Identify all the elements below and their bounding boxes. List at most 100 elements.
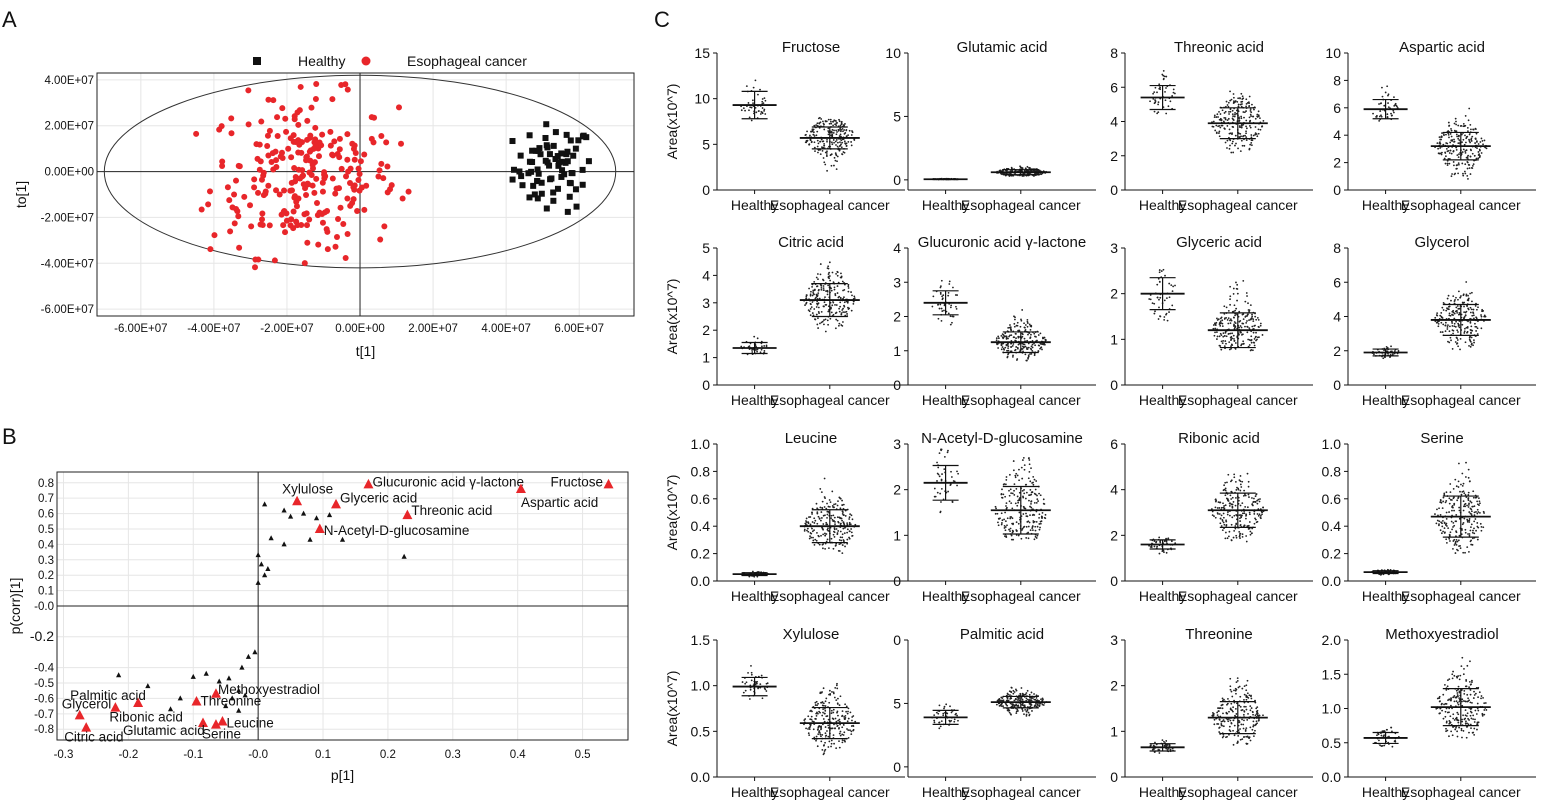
- sample-point: [838, 307, 841, 310]
- y-tick-label: 0.00E+00: [44, 167, 94, 179]
- sample-point: [1034, 529, 1037, 532]
- sample-point: [1005, 703, 1008, 706]
- sample-point: [1216, 319, 1219, 321]
- sample-point: [1471, 543, 1474, 546]
- cancer-point: [288, 154, 295, 161]
- sample-point: [1243, 710, 1246, 712]
- healthy-point: [566, 179, 573, 186]
- sample-point: [1465, 293, 1468, 296]
- sample-point: [1212, 327, 1215, 330]
- sample-point: [827, 284, 830, 287]
- sample-point: [823, 319, 825, 321]
- sample-point: [1226, 702, 1229, 705]
- healthy-point: [543, 121, 550, 128]
- sample-point: [1030, 697, 1033, 699]
- sample-point: [1039, 522, 1042, 525]
- sample-point: [1239, 532, 1241, 535]
- sample-point: [814, 538, 817, 541]
- sample-point: [1250, 134, 1253, 136]
- sample-point: [841, 513, 844, 515]
- cancer-point: [255, 189, 262, 196]
- cancer-point: [344, 156, 351, 163]
- sample-point: [836, 687, 839, 690]
- sample-point: [824, 534, 827, 537]
- sample-point: [824, 318, 827, 321]
- sample-point: [1242, 713, 1245, 716]
- sample-point: [808, 287, 810, 290]
- sample-point: [822, 547, 824, 550]
- sample-point: [1469, 339, 1472, 342]
- sample-point: [1455, 543, 1458, 546]
- sample-point: [1457, 135, 1460, 138]
- sample-point: [821, 527, 824, 530]
- sample-point: [832, 120, 834, 123]
- sample-point: [1219, 501, 1222, 504]
- sample-point: [819, 153, 822, 156]
- sample-point: [1467, 506, 1470, 508]
- sample-point: [1016, 495, 1019, 498]
- sample-point: [831, 518, 834, 521]
- sample-point: [813, 517, 816, 520]
- sample-point: [1158, 306, 1160, 309]
- sample-point: [820, 691, 823, 694]
- y-tick-label: 0.8: [38, 478, 54, 490]
- healthy-point: [570, 152, 577, 159]
- sample-point: [836, 145, 839, 148]
- sample-point: [822, 533, 825, 536]
- sample-point: [824, 296, 826, 299]
- sample-point: [827, 746, 830, 748]
- sample-point: [831, 133, 834, 136]
- sample-point: [1040, 346, 1042, 349]
- sample-point: [1004, 511, 1007, 514]
- sample-point: [1254, 132, 1257, 135]
- sample-point: [756, 337, 759, 340]
- sample-point: [1222, 521, 1225, 524]
- subplot-title: Glucuronic acid γ-lactone: [918, 234, 1086, 251]
- sample-point: [1036, 494, 1038, 497]
- sample-point: [1035, 501, 1038, 504]
- sample-point: [816, 531, 818, 534]
- sample-point: [1168, 311, 1170, 313]
- sample-point: [1025, 699, 1028, 702]
- sample-point: [1216, 512, 1219, 514]
- sample-point: [1010, 346, 1012, 348]
- sample-point: [761, 111, 764, 114]
- sample-point: [1225, 524, 1228, 526]
- sample-point: [847, 134, 850, 137]
- sample-point: [1158, 552, 1161, 555]
- sample-point: [1457, 331, 1459, 333]
- sample-point: [842, 724, 845, 726]
- sample-point: [1012, 343, 1015, 345]
- sample-point: [756, 350, 758, 353]
- sample-point: [808, 516, 810, 518]
- healthy-point: [552, 129, 559, 136]
- sample-point: [950, 711, 953, 714]
- sample-point: [1228, 111, 1230, 113]
- sample-point: [1249, 113, 1252, 116]
- sample-point: [843, 731, 846, 734]
- cancer-point: [329, 151, 336, 158]
- sample-point: [1436, 312, 1439, 315]
- sample-point: [1244, 300, 1247, 303]
- sample-point: [1237, 719, 1240, 722]
- sample-point: [1237, 147, 1239, 150]
- y-tick-label: 0: [1110, 769, 1118, 785]
- sample-point: [1475, 157, 1478, 160]
- sample-point: [1217, 116, 1219, 118]
- y-tick-label: 8: [1110, 45, 1118, 61]
- sample-point: [1442, 133, 1445, 135]
- sample-point: [1041, 348, 1043, 351]
- sample-point: [1023, 468, 1026, 471]
- sample-point: [1254, 495, 1257, 498]
- sample-point: [841, 519, 843, 522]
- sample-point: [1229, 336, 1232, 339]
- sample-point: [1017, 501, 1020, 504]
- sample-point: [842, 130, 844, 133]
- sample-point: [950, 470, 952, 473]
- sample-point: [1456, 305, 1459, 307]
- sample-point: [831, 490, 834, 493]
- sample-point: [1011, 345, 1014, 347]
- sample-point: [1233, 699, 1235, 702]
- sample-point: [753, 575, 756, 578]
- metabolite-point: [314, 523, 325, 533]
